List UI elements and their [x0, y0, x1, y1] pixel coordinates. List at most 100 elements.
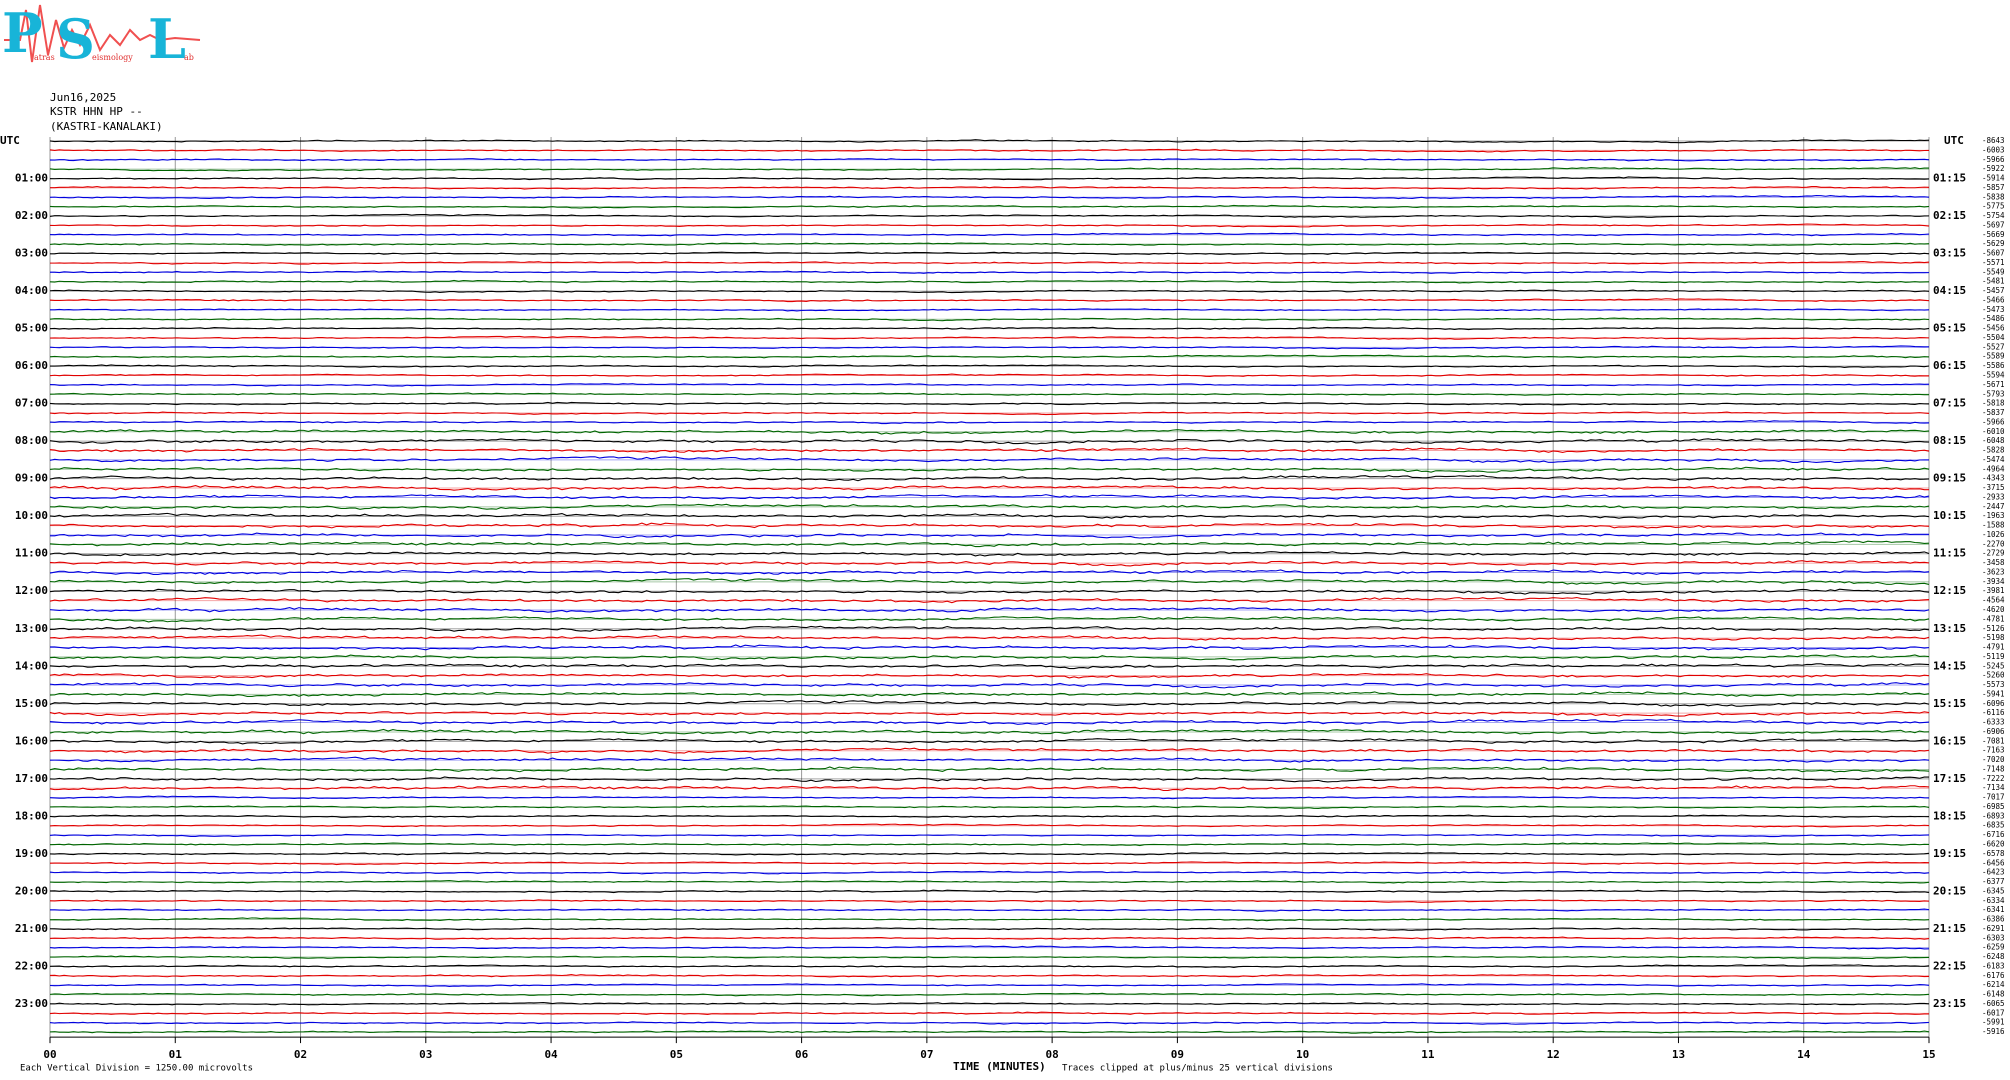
trace: [49, 776, 1930, 783]
trace-offset: -6176: [1982, 971, 2005, 980]
trace-offset: -6334: [1982, 896, 2005, 905]
x-tick-label: 15: [1922, 1048, 1935, 1061]
trace: [49, 899, 1930, 903]
x-tick-label: 08: [1046, 1048, 1059, 1061]
trace-offset: -1963: [1982, 511, 2005, 520]
trace-offset: -7163: [1982, 746, 2005, 755]
trace: [49, 512, 1930, 519]
trace-offset: -6423: [1982, 868, 2005, 877]
station: KSTR HHN HP --: [50, 105, 143, 118]
hour-label: 05:00: [15, 322, 48, 335]
trace: [49, 814, 1930, 818]
x-tick-label: 07: [920, 1048, 933, 1061]
hour-label: 08:00: [15, 434, 48, 447]
trace-offset: -6333: [1982, 718, 2005, 727]
trace-offset: -6116: [1982, 708, 2005, 717]
trace-offset: -5607: [1982, 249, 2005, 258]
trace: [49, 335, 1930, 340]
trace-offset: -5793: [1982, 389, 2005, 398]
trace: [49, 880, 1930, 884]
trace: [49, 861, 1930, 866]
trace: [49, 644, 1930, 651]
trace-offset: -8643: [1982, 136, 2005, 145]
trace: [49, 279, 1930, 284]
trace-offset: -5629: [1982, 239, 2005, 248]
trace-offset: -3981: [1982, 586, 2005, 595]
trace-offset: -5198: [1982, 633, 2005, 642]
trace-offset: -4791: [1982, 643, 2005, 652]
trace: [49, 456, 1930, 464]
hour-label: 13:00: [15, 622, 48, 635]
trace-offset: -4564: [1982, 596, 2005, 605]
x-tick-label: 02: [294, 1048, 307, 1061]
trace: [49, 710, 1930, 717]
trace-offset: -5549: [1982, 267, 2005, 276]
trace-offset: -5589: [1982, 352, 2005, 361]
hour-label: 05:15: [1933, 322, 1966, 335]
trace: [49, 964, 1930, 969]
date: Jun16,2025: [50, 91, 116, 104]
x-tick-label: 05: [670, 1048, 683, 1061]
trace: [49, 317, 1930, 322]
trace: [49, 392, 1930, 396]
trace: [49, 766, 1930, 773]
trace-offset: -6620: [1982, 840, 2005, 849]
trace: [49, 625, 1930, 632]
trace: [49, 588, 1930, 595]
trace-offset: -5586: [1982, 361, 2005, 370]
hour-label: 12:00: [15, 584, 48, 597]
trace-offset: -6003: [1982, 145, 2005, 154]
trace-offset: -6303: [1982, 933, 2005, 942]
hour-label: 14:15: [1933, 659, 1966, 672]
trace-offset: -6716: [1982, 830, 2005, 839]
logo-word: eismology: [92, 53, 133, 62]
hour-label: 07:00: [15, 397, 48, 410]
trace-offset: -5966: [1982, 155, 2005, 164]
trace-offset: -3458: [1982, 558, 2005, 567]
trace: [49, 616, 1930, 623]
trace: [49, 728, 1930, 735]
trace-offset: -5481: [1982, 277, 2005, 286]
trace-offset: -5466: [1982, 295, 2005, 304]
hour-label: 21:00: [15, 922, 48, 935]
trace: [49, 270, 1930, 274]
trace-offset: -5119: [1982, 652, 2005, 661]
trace: [49, 992, 1930, 997]
trace-offset: -6214: [1982, 980, 2005, 989]
trace-offset: -7081: [1982, 736, 2005, 745]
trace: [49, 805, 1930, 809]
hour-label: 11:15: [1933, 547, 1966, 560]
trace: [49, 204, 1930, 209]
logo-wave: [4, 4, 201, 63]
trace-offset: -6341: [1982, 905, 2005, 914]
scale-note: Each Vertical Division = 1250.00 microvo…: [20, 1064, 253, 1074]
trace: [49, 917, 1930, 922]
trace-offset: -5916: [1982, 1027, 2005, 1036]
trace-offset: -5775: [1982, 202, 2005, 211]
trace: [49, 438, 1930, 445]
trace: [49, 213, 1930, 218]
trace-offset: -3715: [1982, 483, 2005, 492]
trace-offset: -6835: [1982, 821, 2005, 830]
logo-letter: L: [148, 7, 186, 71]
hour-label: 21:15: [1933, 922, 1966, 935]
hour-label: 10:15: [1933, 509, 1966, 522]
trace-offset: -5126: [1982, 624, 2005, 633]
trace-offset: -6183: [1982, 961, 2005, 970]
trace-offset: -6048: [1982, 436, 2005, 445]
hour-label: 19:00: [15, 847, 48, 860]
trace: [49, 673, 1930, 679]
trace: [49, 833, 1930, 838]
trace-offset: -2270: [1982, 539, 2005, 548]
hour-label: 08:15: [1933, 434, 1966, 447]
trace-offset: -5594: [1982, 371, 2005, 380]
hour-label: 02:15: [1933, 209, 1966, 222]
trace: [49, 354, 1930, 359]
trace: [49, 551, 1930, 557]
trace-offset: -6148: [1982, 990, 2005, 999]
trace: [49, 194, 1930, 200]
trace: [49, 176, 1930, 181]
trace: [49, 232, 1930, 237]
trace-offset: -5245: [1982, 661, 2005, 670]
